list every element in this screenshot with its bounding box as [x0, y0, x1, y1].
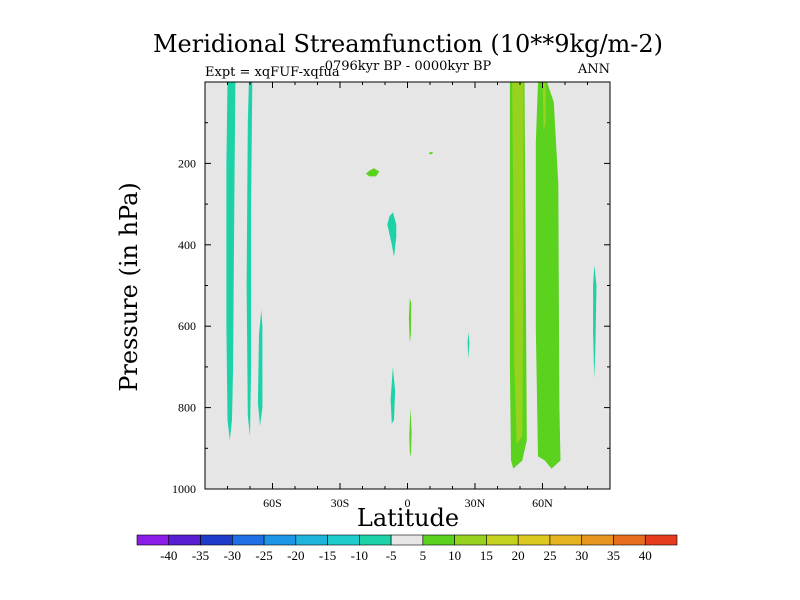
- contour-region-neg-60s-band-c: [257, 309, 263, 426]
- contour-region-pos-60n-core: [542, 82, 546, 131]
- colorbar-swatch: [136, 534, 170, 546]
- colorbar-label: 35: [607, 548, 620, 563]
- colorbar: [136, 534, 678, 546]
- colorbar-swatch: [454, 534, 487, 546]
- colorbar-label: -5: [386, 548, 397, 563]
- contour-region-pos-10n-dot: [428, 152, 434, 155]
- chart-title: Meridional Streamfunction (10**9kg/m-2): [153, 30, 663, 58]
- colorbar-swatch: [263, 534, 297, 546]
- contour-region-pos-eq-sliver-lower: [409, 407, 412, 457]
- colorbar-label: -15: [319, 548, 336, 563]
- colorbar-swatch: [422, 534, 455, 546]
- colorbar-label: -20: [287, 548, 304, 563]
- colorbar-swatch: [359, 534, 392, 546]
- chart-subtitle-center: 0796kyr BP - 0000kyr BP: [325, 59, 492, 74]
- x-tick-label: 60N: [532, 496, 553, 510]
- colorbar-swatch: [581, 534, 614, 546]
- contour-regions: [226, 82, 597, 469]
- colorbar-label: -10: [351, 548, 368, 563]
- colorbar-label: -30: [224, 548, 241, 563]
- colorbar-label: 40: [639, 548, 652, 563]
- y-axis-label: Pressure (in hPa): [115, 182, 143, 392]
- contour-region-neg-28n-sliver: [467, 332, 470, 359]
- contour-region-neg-eq-blob-lower: [390, 366, 396, 424]
- colorbar-swatch: [168, 534, 201, 546]
- colorbar-label: -25: [255, 548, 272, 563]
- colorbar-swatch: [644, 534, 678, 546]
- contour-region-pos-45n-core: [512, 82, 524, 445]
- colorbar-swatch: [517, 534, 551, 546]
- colorbar-label: 25: [543, 548, 556, 563]
- x-tick-label: 30S: [331, 496, 350, 510]
- colorbar-swatch: [295, 534, 328, 546]
- colorbar-swatch: [231, 534, 265, 546]
- colorbar-swatch: [613, 534, 646, 546]
- chart-subtitle-right: ANN: [577, 62, 610, 77]
- colorbar-swatch: [390, 534, 424, 546]
- contour-region-neg-83n-sliver: [593, 265, 597, 380]
- contour-region-pos-eq-sliver-upper: [408, 297, 412, 343]
- contour-region-pos-60n-band: [535, 82, 561, 469]
- contour-region-neg-60s-band-a: [226, 82, 236, 441]
- colorbar-label: 5: [420, 548, 427, 563]
- colorbar-swatch: [549, 534, 583, 546]
- y-tick-label: 1000: [172, 482, 196, 496]
- y-tick-label: 200: [178, 156, 196, 170]
- contour-region-neg-60s-band-b: [246, 82, 253, 437]
- colorbar-labels: -40 -35 -30 -25 -20 -15 -10 -5 5 10 15 20 25 30 35 40: [160, 548, 652, 563]
- contour-region-pos-20s-blob: [365, 168, 380, 177]
- colorbar-label: 30: [575, 548, 588, 563]
- colorbar-label: 10: [448, 548, 461, 563]
- x-tick-label: 0: [405, 496, 411, 510]
- x-axis-ticks: 60S 30S 0 30N 60N: [227, 82, 588, 510]
- colorbar-label: 15: [480, 548, 493, 563]
- chart-subtitle-left: Expt = xqFUF-xqfua: [205, 65, 340, 80]
- colorbar-swatch: [200, 534, 233, 546]
- x-tick-label: 60S: [263, 496, 282, 510]
- y-tick-label: 800: [178, 401, 196, 415]
- colorbar-label: -35: [192, 548, 209, 563]
- y-tick-label: 400: [178, 238, 196, 252]
- y-axis-ticks: 200 400 600 800 1000: [172, 122, 610, 496]
- x-tick-label: 30N: [465, 496, 486, 510]
- colorbar-label: 20: [512, 548, 525, 563]
- contour-region-neg-eq-blob-upper: [387, 212, 397, 257]
- colorbar-swatch: [327, 534, 360, 546]
- colorbar-swatch: [486, 534, 519, 546]
- y-tick-label: 600: [178, 319, 196, 333]
- x-axis-label: Latitude: [357, 504, 459, 532]
- colorbar-label: -40: [160, 548, 177, 563]
